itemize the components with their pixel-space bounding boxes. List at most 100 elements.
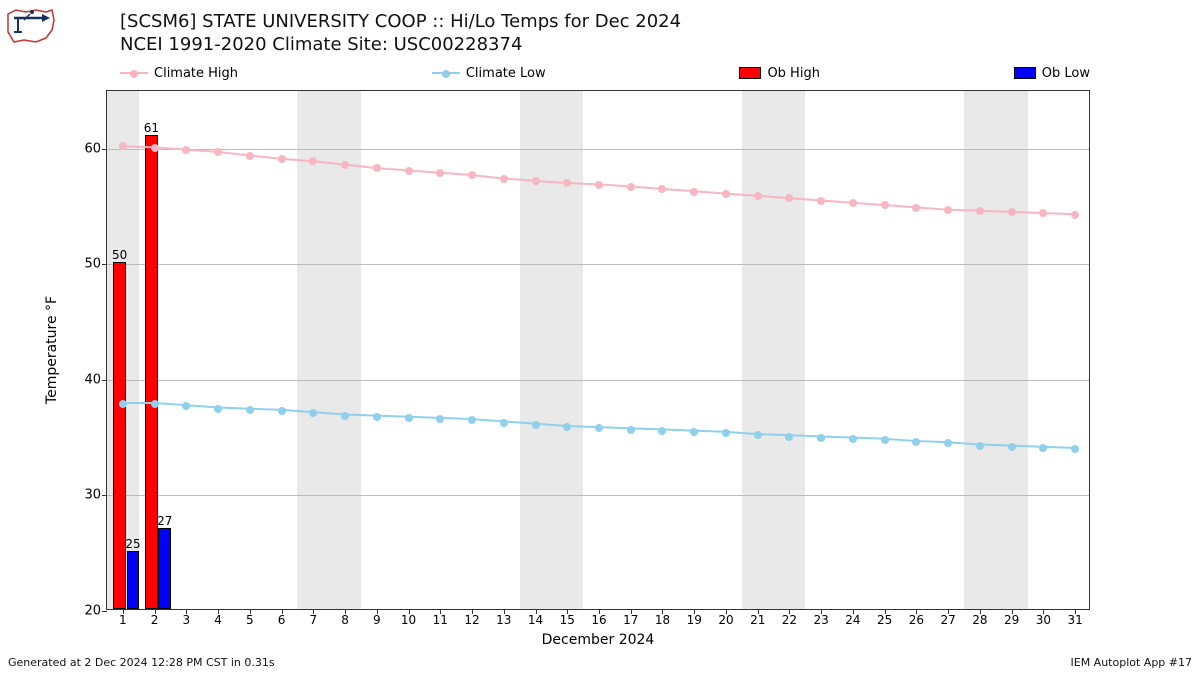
climate-high-marker (1071, 211, 1079, 219)
climate-high-marker (849, 199, 857, 207)
x-tick-label: 19 (687, 613, 702, 627)
climate-low-marker (246, 406, 254, 414)
x-tick-label: 15 (560, 613, 575, 627)
climate-high-marker (151, 144, 159, 152)
climate-high-marker (881, 201, 889, 209)
climate-low-marker (944, 439, 952, 447)
weekend-band (520, 91, 552, 609)
climate-high-marker (341, 161, 349, 169)
x-tick-label: 11 (433, 613, 448, 627)
climate-high-marker (373, 164, 381, 172)
x-tick-label: 3 (183, 613, 191, 627)
climate-low-marker (373, 413, 381, 421)
climate-high-marker (722, 190, 730, 198)
climate-high-marker (658, 185, 666, 193)
bar-value-label: 61 (144, 121, 159, 135)
climate-low-marker (214, 405, 222, 413)
climate-low-marker (436, 415, 444, 423)
gridline (107, 495, 1089, 496)
weekend-band (551, 91, 583, 609)
x-tick-label: 18 (655, 613, 670, 627)
climate-low-marker (532, 421, 540, 429)
line-layer (107, 91, 1089, 609)
weekend-band (996, 91, 1028, 609)
ob-low-bar (158, 528, 171, 609)
x-tick-label: 7 (309, 613, 317, 627)
climate-high-marker (532, 177, 540, 185)
x-tick-label: 10 (401, 613, 416, 627)
weekend-band (742, 91, 774, 609)
x-tick-label: 25 (877, 613, 892, 627)
climate-low-marker (754, 431, 762, 439)
x-tick-label: 23 (814, 613, 829, 627)
x-tick-label: 26 (909, 613, 924, 627)
x-tick-label: 12 (464, 613, 479, 627)
x-tick-label: 31 (1067, 613, 1082, 627)
climate-low-marker (278, 407, 286, 415)
climate-low-marker (722, 429, 730, 437)
legend: Climate High Climate Low Ob High Ob Low (120, 62, 1090, 84)
x-tick-label: 4 (214, 613, 222, 627)
climate-low-marker (849, 435, 857, 443)
gridline (107, 149, 1089, 150)
climate-high-marker (1039, 209, 1047, 217)
climate-low-marker (119, 400, 127, 408)
climate-low-marker (468, 416, 476, 424)
gridline (107, 264, 1089, 265)
climate-high-marker (817, 197, 825, 205)
y-tick-label: 50 (84, 257, 101, 272)
climate-high-marker (976, 207, 984, 215)
legend-ob-low: Ob Low (1014, 66, 1090, 81)
climate-low-marker (912, 438, 920, 446)
bar-value-label: 27 (157, 514, 172, 528)
legend-climate-high: Climate High (120, 66, 238, 81)
ob-low-bar (127, 551, 140, 609)
ob-high-bar (113, 262, 126, 609)
ob-high-bar (145, 135, 158, 609)
climate-low-marker (595, 424, 603, 432)
climate-low-marker (151, 400, 159, 408)
climate-low-marker (881, 436, 889, 444)
y-tick-label: 30 (84, 488, 101, 503)
x-tick-label: 9 (373, 613, 381, 627)
climate-high-marker (690, 188, 698, 196)
plot-area: 2030405060123456789101112131415161718192… (106, 90, 1090, 610)
y-tick-label: 20 (84, 604, 101, 619)
x-tick-label: 2 (151, 613, 159, 627)
title-line-1: [SCSM6] STATE UNIVERSITY COOP :: Hi/Lo T… (120, 10, 681, 33)
legend-climate-low: Climate Low (432, 66, 546, 81)
bar-value-label: 50 (112, 248, 127, 262)
climate-high-marker (309, 157, 317, 165)
climate-low-marker (309, 409, 317, 417)
x-tick-label: 21 (750, 613, 765, 627)
climate-low-marker (1039, 444, 1047, 452)
x-tick-label: 20 (718, 613, 733, 627)
climate-low-marker (341, 412, 349, 420)
climate-low-marker (1008, 443, 1016, 451)
climate-high-marker (912, 204, 920, 212)
climate-low-marker (627, 426, 635, 434)
weekend-band (964, 91, 996, 609)
climate-high-marker (468, 171, 476, 179)
iem-logo (6, 6, 56, 46)
x-tick-label: 1 (119, 613, 127, 627)
climate-low-marker (405, 414, 413, 422)
x-tick-label: 6 (278, 613, 286, 627)
climate-low-marker (1071, 445, 1079, 453)
climate-low-marker (817, 434, 825, 442)
title-line-2: NCEI 1991-2020 Climate Site: USC00228374 (120, 33, 681, 56)
x-tick-label: 22 (782, 613, 797, 627)
climate-high-marker (627, 183, 635, 191)
climate-low-marker (658, 427, 666, 435)
climate-high-marker (246, 152, 254, 160)
x-axis-label: December 2024 (542, 632, 655, 648)
x-tick-label: 16 (591, 613, 606, 627)
x-tick-label: 5 (246, 613, 254, 627)
footer-app: IEM Autoplot App #17 (1071, 656, 1193, 669)
footer-generated: Generated at 2 Dec 2024 12:28 PM CST in … (8, 656, 275, 669)
climate-low-marker (690, 428, 698, 436)
x-tick-label: 17 (623, 613, 638, 627)
climate-high-marker (182, 146, 190, 154)
x-tick-label: 29 (1004, 613, 1019, 627)
climate-low-marker (500, 419, 508, 427)
